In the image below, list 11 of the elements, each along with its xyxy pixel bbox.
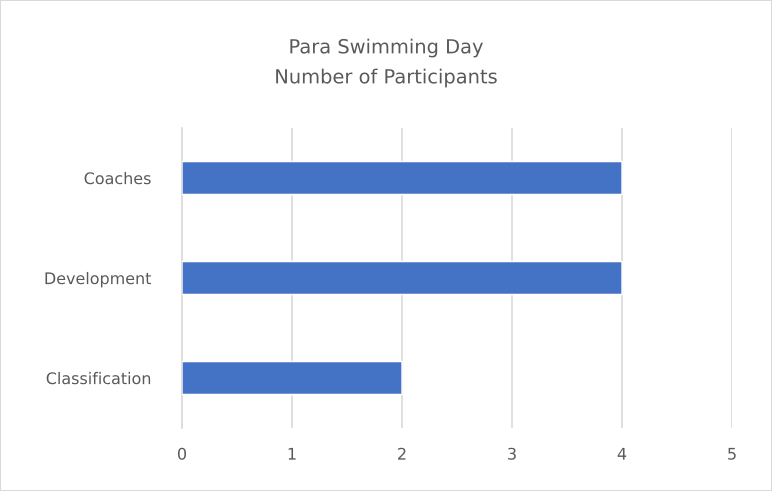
y-tick-label: Classification: [46, 372, 150, 384]
x-tick-label: 2: [398, 448, 406, 460]
chart-subtitle: Number of Participants: [276, 68, 497, 88]
x-tick-label: 3: [508, 448, 516, 460]
x-tick-label: 5: [728, 448, 736, 460]
x-tick-label: 0: [178, 448, 186, 460]
x-tick-label: 4: [618, 448, 626, 460]
y-tick-label: Development: [45, 272, 152, 288]
chart-title: Para Swimming Day: [290, 38, 483, 58]
x-tick-label: 1: [288, 448, 296, 460]
y-tick-label: Coaches: [84, 172, 151, 184]
